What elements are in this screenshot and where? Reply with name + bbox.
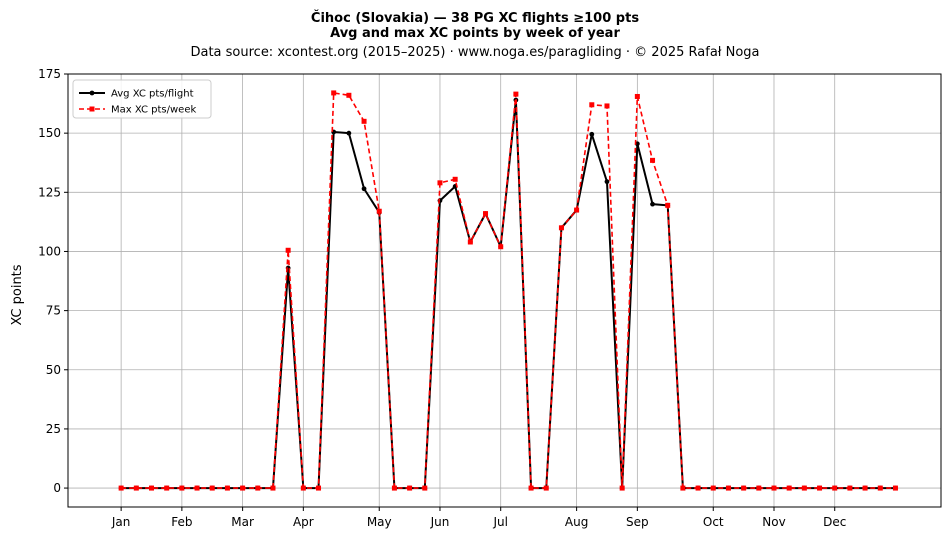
- y-tick-label: 0: [53, 481, 61, 495]
- max-point: [422, 485, 428, 491]
- max-point: [741, 485, 747, 491]
- max-point: [817, 485, 823, 491]
- max-point: [331, 90, 337, 96]
- x-tick-label: Apr: [293, 515, 314, 529]
- x-tick-label: May: [367, 515, 392, 529]
- max-point: [589, 102, 595, 108]
- max-point: [801, 485, 807, 491]
- y-tick-label: 50: [46, 363, 61, 377]
- max-point: [179, 485, 185, 491]
- max-point: [832, 485, 838, 491]
- avg-point: [604, 179, 610, 185]
- max-point: [543, 485, 549, 491]
- max-point: [285, 247, 291, 253]
- series-layer: [118, 90, 898, 491]
- max-point: [391, 485, 397, 491]
- avg-point: [361, 186, 367, 192]
- max-point: [316, 485, 322, 491]
- max-point: [346, 92, 352, 98]
- max-point: [710, 485, 716, 491]
- y-tick-label: 25: [46, 422, 61, 436]
- max-point: [164, 485, 170, 491]
- x-tick-label: Jan: [111, 515, 131, 529]
- max-point: [224, 485, 230, 491]
- x-tick-label: Mar: [231, 515, 254, 529]
- y-tick-label: 150: [38, 126, 61, 140]
- y-axis-label: XC points: [10, 264, 25, 325]
- max-point: [467, 239, 473, 245]
- chart-source-line: Data source: xcontest.org (2015–2025) · …: [190, 45, 759, 60]
- x-tick-label: Jun: [430, 515, 450, 529]
- avg-point: [650, 201, 655, 207]
- legend-label: Avg XC pts/flight: [111, 89, 194, 100]
- max-point: [300, 485, 306, 491]
- max-point: [452, 176, 458, 182]
- avg-point: [589, 131, 595, 137]
- x-tick-label: Jul: [492, 515, 507, 529]
- max-point: [619, 485, 625, 491]
- y-tick-label: 175: [38, 67, 61, 81]
- x-tick-label: Oct: [703, 515, 724, 529]
- x-tick-label: Feb: [171, 515, 192, 529]
- grid-layer: [68, 73, 941, 507]
- max-point: [255, 485, 261, 491]
- max-point: [877, 485, 883, 491]
- max-point: [513, 91, 519, 97]
- legend-label: Max XC pts/week: [111, 105, 196, 116]
- max-point: [270, 485, 276, 491]
- y-tick-label: 100: [38, 244, 61, 258]
- max-point: [892, 485, 898, 491]
- legend-box: [72, 79, 212, 119]
- max-point: [558, 225, 564, 231]
- max-point: [665, 202, 671, 208]
- max-point: [786, 485, 792, 491]
- max-point: [209, 485, 215, 491]
- chart-subtitle: Avg and max XC points by week of year: [330, 26, 620, 41]
- max-point: [756, 485, 762, 491]
- max-point: [483, 211, 489, 217]
- max-point: [361, 118, 367, 124]
- y-tick-label: 75: [46, 304, 61, 318]
- max-point: [407, 485, 413, 491]
- max-point: [680, 485, 686, 491]
- legend: Avg XC pts/flight Max XC pts/week: [72, 79, 212, 119]
- series-line-0: [121, 99, 896, 490]
- max-point: [376, 208, 382, 214]
- axes-layer: Jan Feb Mar Apr May Jun Jul Aug Sep Oct Nov Dec 0 25 5…: [38, 67, 942, 529]
- max-point: [498, 244, 504, 250]
- max-point: [118, 485, 124, 491]
- max-point: [634, 93, 640, 99]
- max-point: [574, 207, 580, 213]
- y-tick-label: 125: [38, 185, 61, 199]
- series-line-1: [121, 92, 896, 489]
- x-tick-label: Nov: [762, 515, 785, 529]
- x-tick-label: Sep: [626, 515, 649, 529]
- chart-title: Čihoc (Slovakia) — 38 PG XC flights ≥100…: [311, 10, 639, 26]
- max-point: [847, 485, 853, 491]
- avg-point: [346, 130, 352, 136]
- max-point: [862, 485, 868, 491]
- x-tick-label: Aug: [565, 515, 588, 529]
- legend-swatch-marker: [89, 106, 95, 112]
- max-point: [604, 103, 610, 109]
- max-point: [194, 485, 200, 491]
- max-point: [528, 485, 534, 491]
- max-point: [149, 485, 155, 491]
- max-point: [771, 485, 777, 491]
- x-tick-label: Dec: [823, 515, 846, 529]
- max-point: [437, 180, 443, 186]
- max-point: [240, 485, 246, 491]
- max-point: [650, 157, 656, 163]
- plot-frame: [67, 73, 942, 508]
- legend-swatch-marker: [89, 90, 95, 96]
- max-point: [133, 485, 139, 491]
- max-point: [695, 485, 701, 491]
- max-point: [725, 485, 731, 491]
